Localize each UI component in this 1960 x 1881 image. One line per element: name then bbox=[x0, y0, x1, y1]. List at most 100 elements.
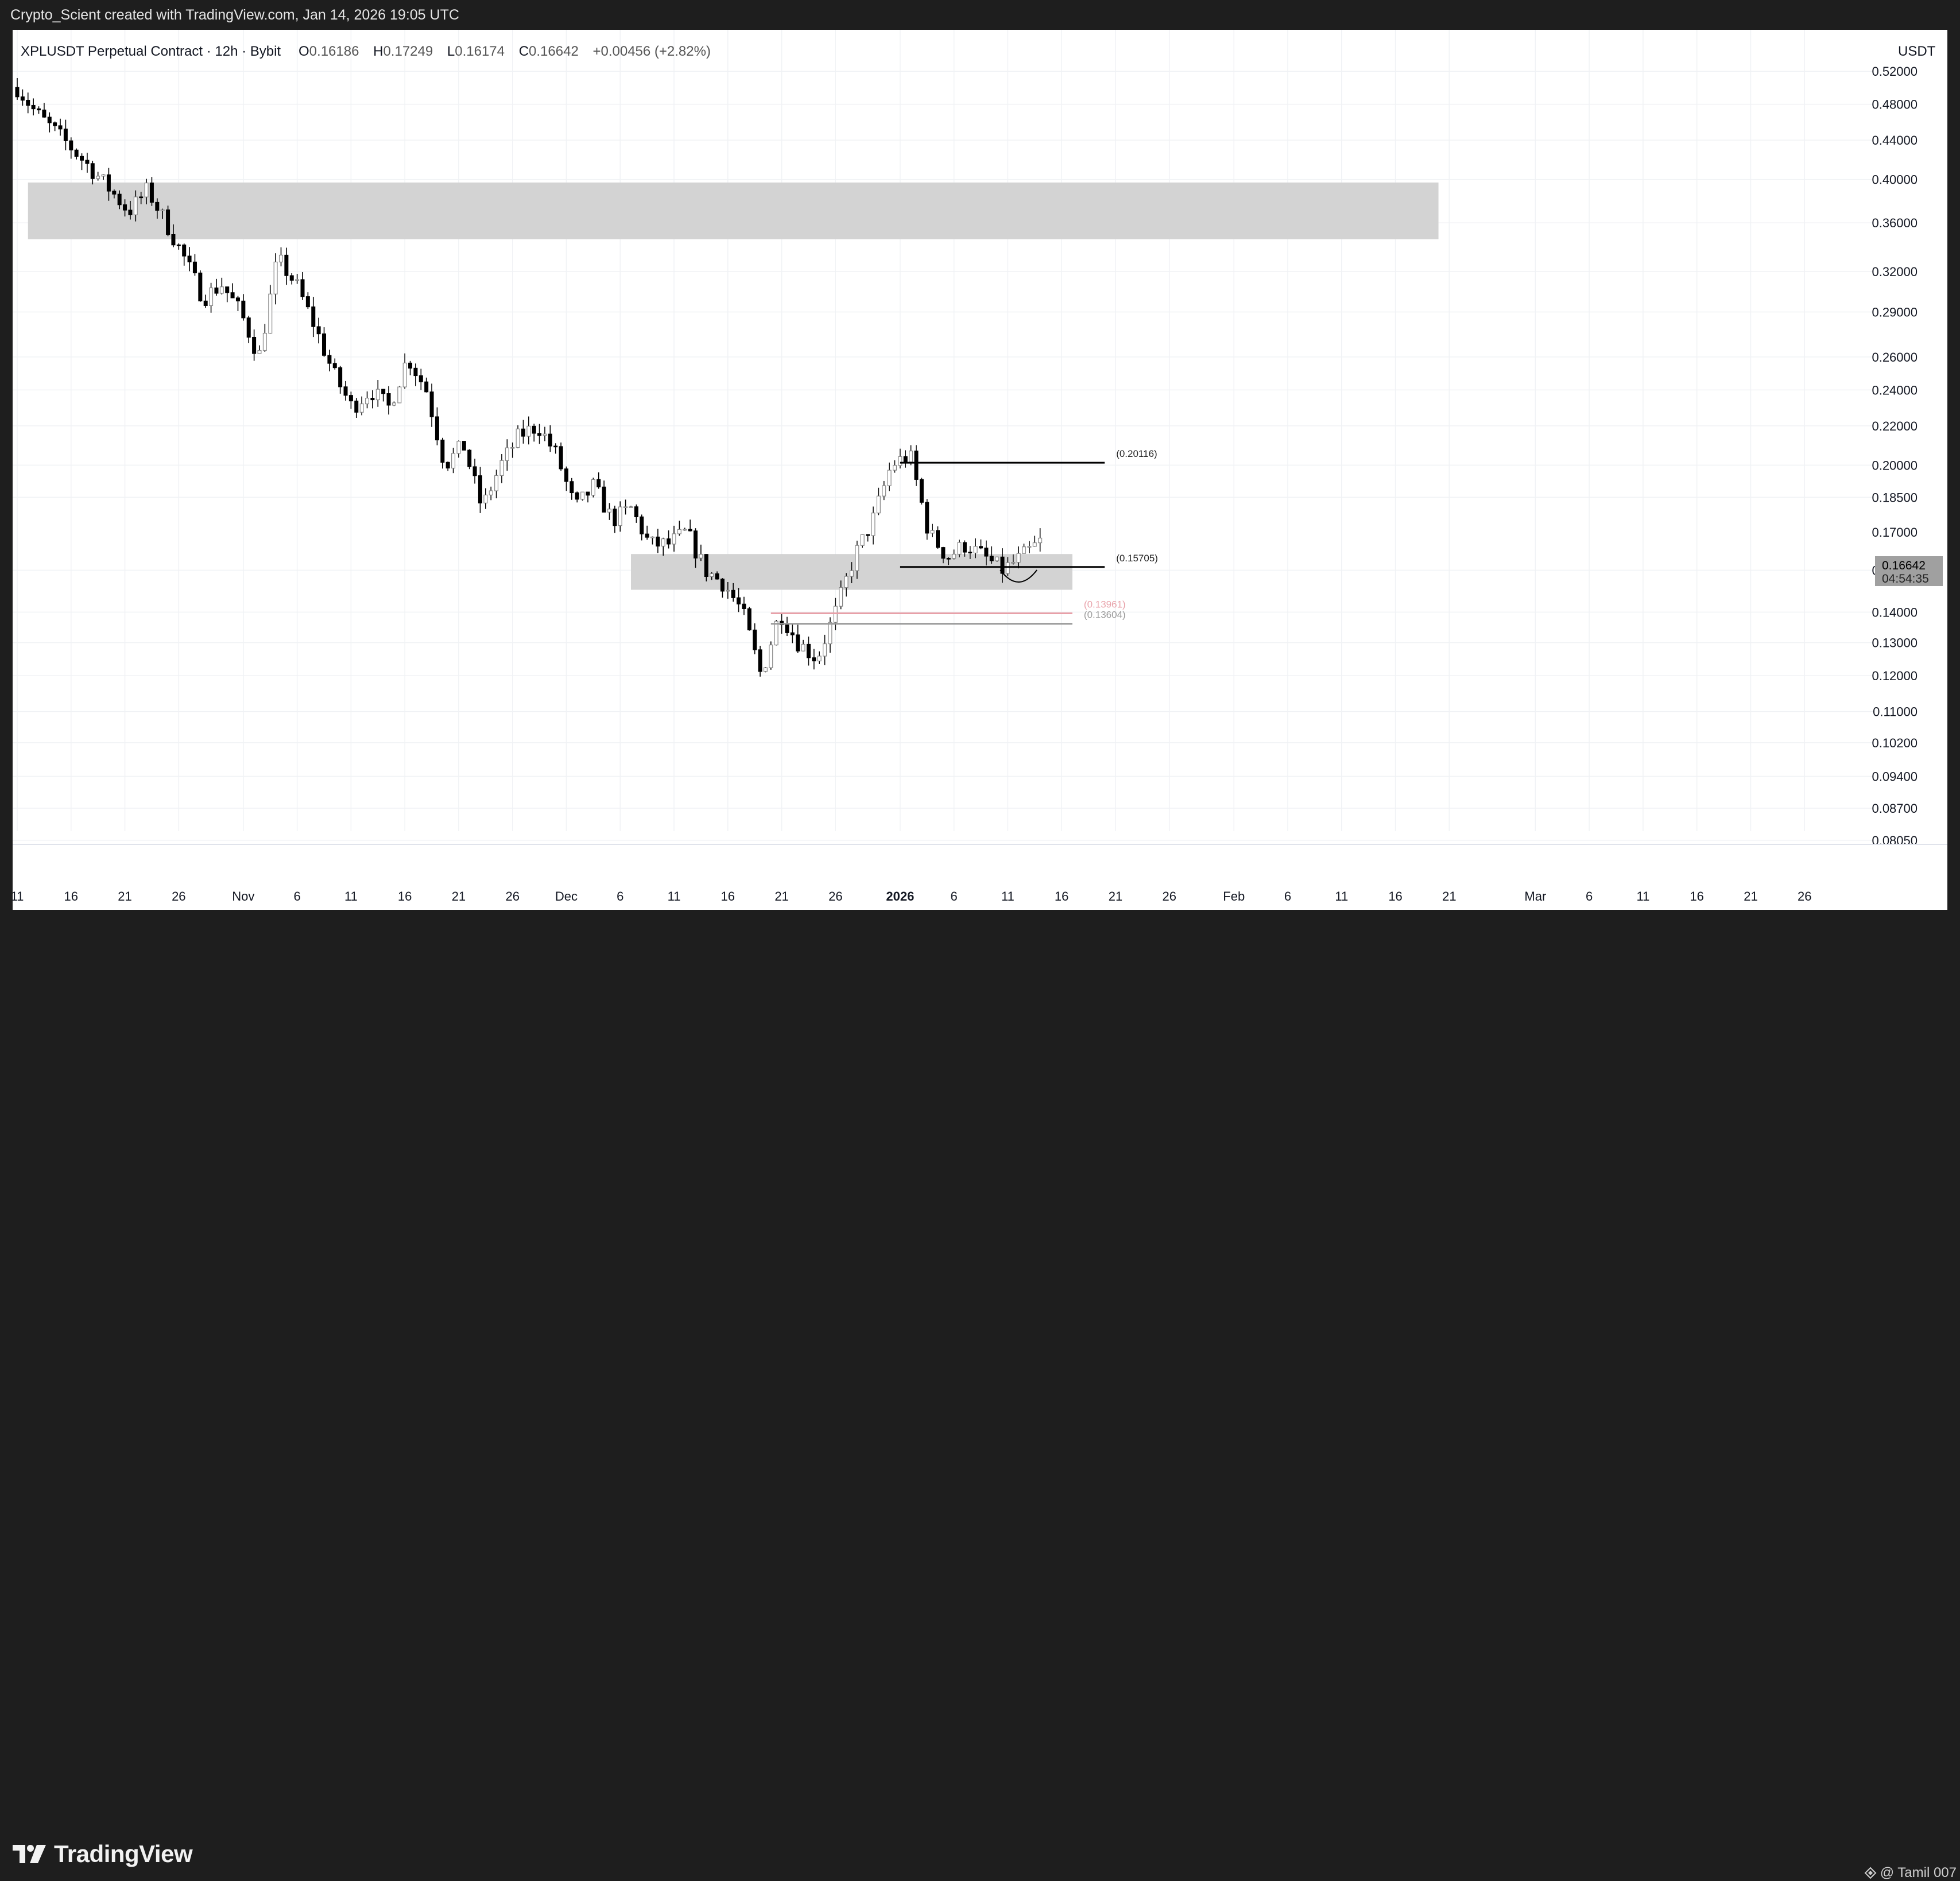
candle-up bbox=[1027, 546, 1032, 548]
candle-up bbox=[952, 553, 956, 559]
candle-down bbox=[645, 533, 649, 538]
candle-up bbox=[844, 576, 849, 588]
chart-axes: 0.52000 0.48000 0.44000 0.40000 0.36000 0.320… bbox=[11, 64, 1947, 903]
candle-down bbox=[90, 163, 95, 179]
time-tick-label: Nov bbox=[232, 889, 254, 903]
candle-down bbox=[235, 297, 240, 301]
candle-down bbox=[252, 337, 257, 354]
price-tick-label: 0.32000 bbox=[1872, 265, 1918, 279]
candle-down bbox=[123, 204, 127, 211]
candle-up bbox=[219, 286, 224, 294]
candle-up bbox=[526, 425, 531, 437]
candle-down bbox=[919, 479, 924, 503]
time-tick-label: 6 bbox=[1586, 889, 1593, 903]
candle-down bbox=[20, 96, 25, 101]
candle-down bbox=[472, 466, 477, 476]
candle-up bbox=[629, 506, 633, 508]
candle-down bbox=[31, 105, 36, 110]
candle-up bbox=[828, 622, 832, 645]
price-tick-label: 0.08050 bbox=[1872, 833, 1918, 848]
candle-down bbox=[85, 160, 90, 164]
annotation-arc[interactable] bbox=[1000, 569, 1037, 583]
time-tick-label: 11 bbox=[13, 889, 24, 903]
time-tick-label: 6 bbox=[617, 889, 623, 903]
candle-up bbox=[160, 209, 165, 211]
candle-down bbox=[300, 279, 305, 297]
time-tick-label: 26 bbox=[828, 889, 842, 903]
candle-up bbox=[456, 441, 461, 454]
candle-down bbox=[720, 579, 725, 592]
candle-up bbox=[543, 433, 547, 436]
candle-down bbox=[462, 441, 466, 451]
price-chart[interactable]: (0.20116) (0.15705) (0.13961)(0.13604) 0.5… bbox=[11, 30, 1947, 910]
candle-up bbox=[710, 573, 714, 577]
candle-down bbox=[941, 547, 946, 559]
candle-up bbox=[209, 287, 214, 306]
candle-down bbox=[914, 451, 919, 480]
candle-up bbox=[973, 546, 978, 554]
candle-up bbox=[833, 606, 838, 623]
candle-down bbox=[812, 657, 816, 662]
price-tick-label: 0.09400 bbox=[1872, 769, 1918, 784]
time-tick-label: 21 bbox=[1109, 889, 1122, 903]
candle-down bbox=[386, 393, 391, 406]
time-tick-label: 6 bbox=[293, 889, 300, 903]
currency-label[interactable]: USDT bbox=[1898, 44, 1936, 59]
price-zone[interactable] bbox=[28, 182, 1439, 239]
time-tick-label: 11 bbox=[1335, 889, 1348, 903]
candle-down bbox=[688, 529, 692, 532]
candle-down bbox=[553, 445, 558, 448]
candle-down bbox=[435, 416, 439, 441]
candle-up bbox=[144, 183, 149, 197]
candle-up bbox=[1022, 546, 1027, 554]
candle-up bbox=[591, 479, 595, 496]
time-tick-label: 21 bbox=[452, 889, 466, 903]
attribution-bar: Crypto_Scient created with TradingView.c… bbox=[0, 0, 1960, 30]
candle-down bbox=[74, 149, 79, 157]
candle-down bbox=[192, 261, 197, 274]
tradingview-logo[interactable]: TradingView bbox=[13, 1835, 193, 1873]
price-tick-label: 0.13000 bbox=[1872, 636, 1918, 650]
author-credit: @ Tamil 007 bbox=[1864, 1865, 1957, 1881]
countdown-value: 04:54:35 bbox=[1882, 572, 1929, 585]
candle-up bbox=[661, 538, 665, 547]
candle-up bbox=[1032, 542, 1037, 547]
candle-up bbox=[677, 529, 681, 534]
candle-down bbox=[613, 509, 617, 526]
candle-down bbox=[128, 210, 133, 215]
candle-up bbox=[516, 428, 520, 448]
candle-down bbox=[370, 398, 375, 401]
time-tick-label: 16 bbox=[1055, 889, 1068, 903]
candle-up bbox=[817, 656, 822, 662]
time-tick-label: 26 bbox=[1798, 889, 1811, 903]
candle-up bbox=[855, 545, 859, 571]
candle-up bbox=[650, 536, 655, 538]
time-tick-label: 6 bbox=[951, 889, 958, 903]
candle-down bbox=[866, 534, 870, 536]
level-label: (0.13961) bbox=[1084, 599, 1126, 610]
candle-down bbox=[26, 100, 30, 106]
candle-down bbox=[747, 608, 752, 631]
price-tick-label: 0.22000 bbox=[1872, 419, 1918, 433]
candle-up bbox=[823, 643, 827, 657]
candle-down bbox=[149, 183, 154, 203]
candle-down bbox=[715, 573, 719, 580]
candle-up bbox=[683, 529, 687, 531]
candle-down bbox=[570, 481, 574, 494]
candle-up bbox=[839, 587, 843, 607]
candle-down bbox=[321, 333, 327, 356]
chart-frame[interactable]: (0.20116) (0.15705) (0.13961) (0.13604) 0.5… bbox=[11, 30, 1947, 910]
time-tick-label: 6 bbox=[1284, 889, 1291, 903]
candle-down bbox=[316, 326, 321, 335]
time-tick-label: 26 bbox=[505, 889, 519, 903]
candle-up bbox=[898, 456, 902, 466]
candle-up bbox=[365, 398, 370, 405]
candle-down bbox=[758, 649, 762, 672]
attribution-text: Crypto_Scient created with TradingView.c… bbox=[10, 7, 459, 23]
candle-down bbox=[42, 109, 47, 118]
candle-up bbox=[392, 402, 396, 406]
time-tick-label: 11 bbox=[344, 889, 358, 903]
time-tick-label: 11 bbox=[1001, 889, 1014, 903]
candle-up bbox=[494, 475, 499, 491]
candle-down bbox=[214, 287, 219, 294]
